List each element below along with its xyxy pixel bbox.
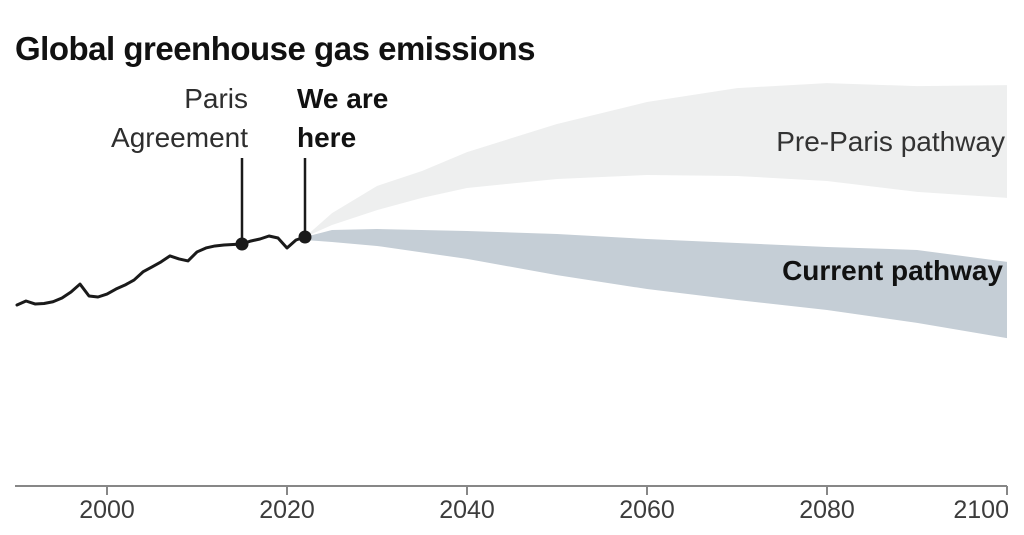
x-tick-label-2040: 2040	[439, 496, 495, 524]
paris-agreement-line2: Agreement	[111, 122, 248, 153]
page-title: Global greenhouse gas emissions	[15, 30, 536, 68]
x-tick-label-2020: 2020	[259, 496, 315, 524]
we-are-here-line2: here	[297, 122, 357, 153]
paris-agreement-line1: Paris	[184, 83, 248, 114]
current-pathway-band	[305, 229, 1007, 339]
we-are-here-dot	[298, 230, 312, 244]
x-tick-label-2000: 2000	[79, 496, 135, 524]
x-tick-label-2080: 2080	[799, 496, 855, 524]
we-are-here-line1: We are	[297, 83, 389, 114]
paris-agreement-annotation: Paris Agreement	[111, 79, 248, 157]
pre-paris-pathway-label: Pre-Paris pathway	[776, 126, 1005, 157]
historical-emissions-line	[15, 234, 307, 307]
current-pathway-label: Current pathway	[782, 255, 1003, 286]
pre-paris-pathway-band	[305, 83, 1007, 237]
x-tick-label-2100: 2100	[953, 496, 1009, 524]
paris-agreement-dot	[235, 237, 249, 251]
we-are-here-annotation: We are here	[297, 79, 388, 157]
x-tick-label-2060: 2060	[619, 496, 675, 524]
